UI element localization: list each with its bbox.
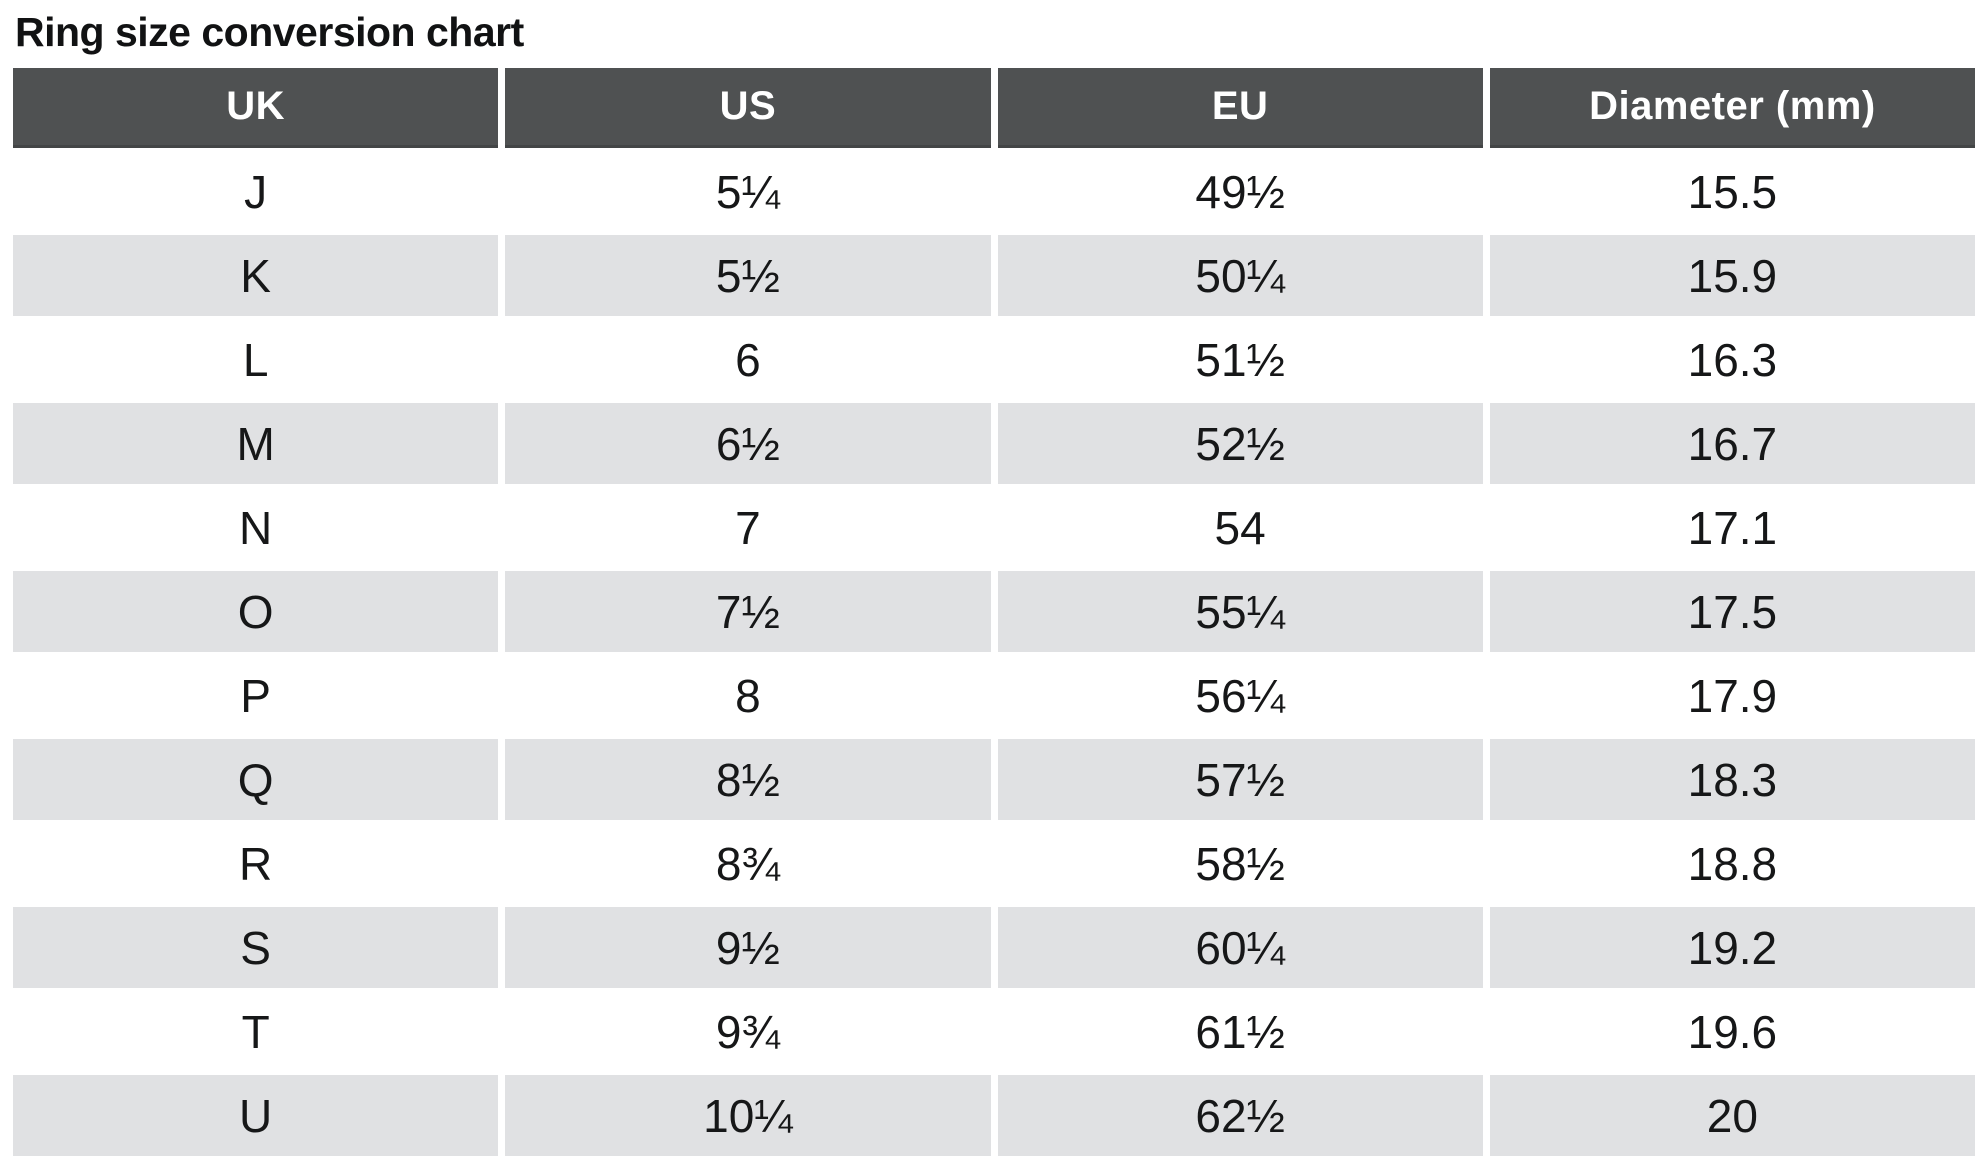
table-cell-t-uk: T	[13, 991, 499, 1072]
table-cell-r-uk: R	[13, 823, 499, 904]
table-cell-l-eu: 51½	[997, 319, 1483, 400]
table-cell-r-us: 8¾	[505, 823, 991, 904]
table-cell-p-diameter-mm: 17.9	[1489, 655, 1975, 736]
table-cell-m-us: 6½	[505, 403, 991, 484]
table-cell-r-diameter-mm: 18.8	[1489, 823, 1975, 904]
table-cell-k-us: 5½	[505, 235, 991, 316]
table-cell-q-eu: 57½	[997, 739, 1483, 820]
table-cell-l-us: 6	[505, 319, 991, 400]
table-cell-q-diameter-mm: 18.3	[1489, 739, 1975, 820]
column-header-eu: EU	[997, 68, 1483, 148]
table-cell-t-diameter-mm: 19.6	[1489, 991, 1975, 1072]
table-cell-t-eu: 61½	[997, 991, 1483, 1072]
table-cell-s-eu: 60¼	[997, 907, 1483, 988]
ring-size-conversion-table: UK US EU Diameter (mm) J 5¼ 49½ 15.5 K 5½ 50¼ 15.9 L…	[13, 68, 1975, 1156]
table-cell-q-us: 8½	[505, 739, 991, 820]
table-cell-l-diameter-mm: 16.3	[1489, 319, 1975, 400]
table-cell-p-us: 8	[505, 655, 991, 736]
page-title: Ring size conversion chart	[15, 9, 524, 55]
table-cell-n-diameter-mm: 17.1	[1489, 487, 1975, 568]
table-cell-m-diameter-mm: 16.7	[1489, 403, 1975, 484]
table-cell-u-diameter-mm: 20	[1489, 1075, 1975, 1156]
table-cell-k-eu: 50¼	[997, 235, 1483, 316]
table-cell-q-uk: Q	[13, 739, 499, 820]
table-cell-r-eu: 58½	[997, 823, 1483, 904]
table-cell-u-eu: 62½	[997, 1075, 1483, 1156]
column-header-us: US	[505, 68, 991, 148]
table-cell-s-us: 9½	[505, 907, 991, 988]
column-header-diameter-mm: Diameter (mm)	[1489, 68, 1975, 148]
table-cell-o-eu: 55¼	[997, 571, 1483, 652]
column-header-uk: UK	[13, 68, 499, 148]
table-cell-k-diameter-mm: 15.9	[1489, 235, 1975, 316]
table-cell-o-diameter-mm: 17.5	[1489, 571, 1975, 652]
table-cell-s-diameter-mm: 19.2	[1489, 907, 1975, 988]
table-cell-m-eu: 52½	[997, 403, 1483, 484]
table-cell-s-uk: S	[13, 907, 499, 988]
table-cell-t-us: 9¾	[505, 991, 991, 1072]
table-cell-o-us: 7½	[505, 571, 991, 652]
table-cell-l-uk: L	[13, 319, 499, 400]
table-cell-p-uk: P	[13, 655, 499, 736]
table-cell-j-eu: 49½	[997, 151, 1483, 232]
table-cell-n-us: 7	[505, 487, 991, 568]
table-cell-k-uk: K	[13, 235, 499, 316]
table-cell-n-uk: N	[13, 487, 499, 568]
table-cell-j-diameter-mm: 15.5	[1489, 151, 1975, 232]
table-cell-u-uk: U	[13, 1075, 499, 1156]
table-cell-j-us: 5¼	[505, 151, 991, 232]
table-cell-j-uk: J	[13, 151, 499, 232]
table-cell-o-uk: O	[13, 571, 499, 652]
table-cell-p-eu: 56¼	[997, 655, 1483, 736]
table-cell-u-us: 10¼	[505, 1075, 991, 1156]
table-cell-n-eu: 54	[997, 487, 1483, 568]
table-cell-m-uk: M	[13, 403, 499, 484]
